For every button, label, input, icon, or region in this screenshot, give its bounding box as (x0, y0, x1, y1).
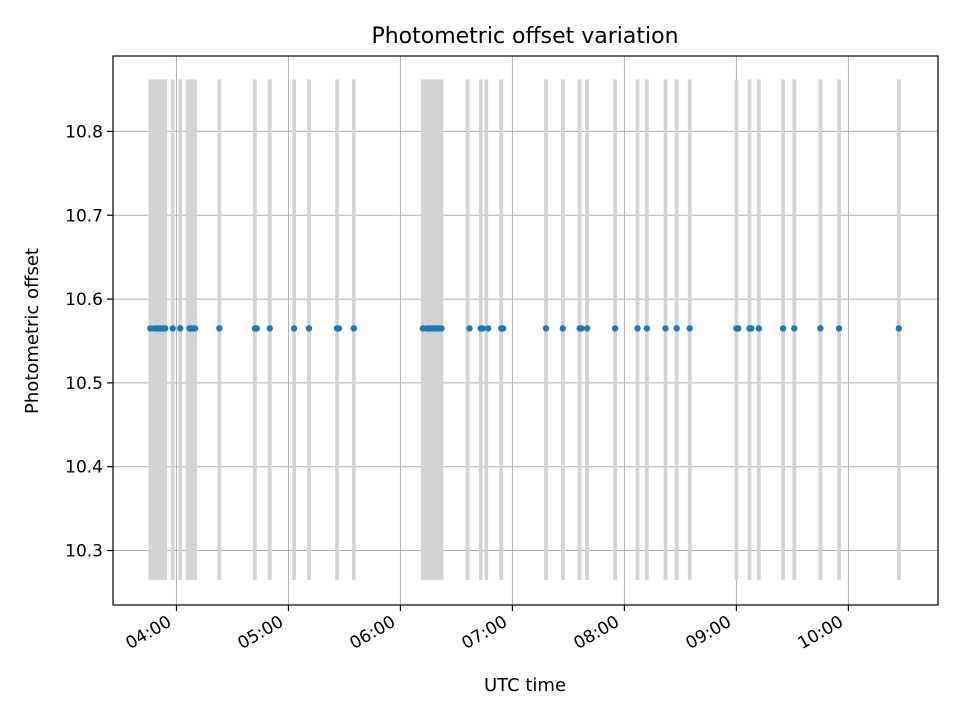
data-point (216, 325, 223, 332)
data-point (290, 325, 298, 332)
data-point (350, 325, 357, 332)
time-bands (148, 79, 901, 580)
data-point (748, 325, 755, 332)
y-axis-label: Photometric offset (22, 248, 43, 414)
data-point (335, 325, 343, 332)
data-point (673, 325, 680, 332)
data-point (305, 325, 313, 332)
data-point (542, 325, 550, 332)
data-point (779, 325, 787, 332)
data-point (583, 325, 591, 332)
data-point (559, 325, 567, 332)
chart-title: Photometric offset variation (371, 24, 678, 49)
y-tick-label: 10.3 (65, 542, 103, 562)
x-tick-label: 04:00 (123, 612, 175, 654)
x-tick-label: 06:00 (347, 612, 399, 654)
data-point (686, 325, 693, 332)
data-point (191, 325, 199, 332)
grid (113, 56, 938, 605)
data-point (755, 325, 763, 332)
data-point (895, 325, 903, 332)
data-point (169, 325, 176, 332)
data-point (791, 325, 798, 332)
data-point (817, 325, 824, 332)
data-point (499, 325, 507, 332)
data-point (611, 325, 619, 332)
data-points (147, 325, 903, 332)
data-point (643, 325, 651, 332)
data-point (578, 325, 585, 332)
y-tick-label: 10.6 (65, 290, 103, 310)
y-tick-label: 10.4 (65, 458, 103, 478)
x-tick-label: 09:00 (682, 612, 734, 654)
plot-frame (112, 55, 939, 606)
data-point (438, 325, 445, 332)
x-axis-label: UTC time (484, 675, 566, 696)
data-point (266, 325, 273, 332)
data-point (835, 325, 843, 332)
x-tick-label: 08:00 (570, 612, 622, 654)
data-point (253, 325, 260, 332)
data-point (176, 325, 184, 332)
x-axis-ticks: 04:00 05:00 06:00 07:00 08:00 09:00 10:00 (123, 605, 850, 654)
x-tick-label: 10:00 (794, 612, 846, 654)
x-tick-label: 07:00 (458, 612, 510, 654)
y-tick-label: 10.5 (65, 374, 103, 394)
data-point (479, 325, 486, 332)
y-tick-label: 10.8 (65, 122, 103, 142)
data-point (484, 325, 492, 332)
y-axis-ticks: 10.3 10.4 10.5 10.6 10.7 10.8 (65, 122, 113, 562)
data-point (735, 325, 742, 332)
data-point (466, 325, 473, 332)
data-point (162, 325, 169, 332)
y-tick-label: 10.7 (65, 206, 103, 226)
data-point (662, 325, 669, 332)
data-point (634, 325, 641, 332)
x-tick-label: 05:00 (235, 612, 287, 654)
